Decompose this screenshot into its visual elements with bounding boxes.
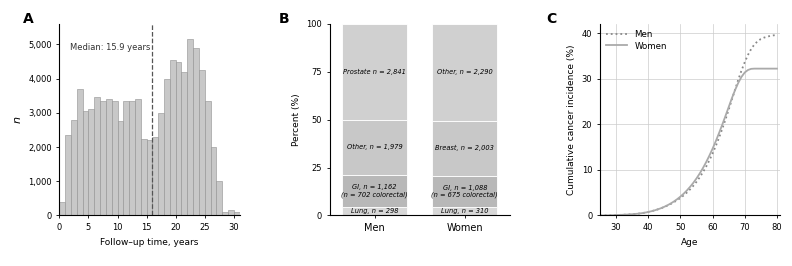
Men — [772, 33, 782, 36]
Bar — [234, 212, 239, 215]
Bar — [82, 111, 89, 215]
Text: A: A — [24, 13, 34, 26]
Men — [730, 88, 740, 91]
Y-axis label: n: n — [13, 116, 22, 123]
Bar — [112, 101, 117, 215]
Bar — [117, 121, 124, 215]
Bar — [152, 137, 158, 215]
Bar — [141, 139, 147, 215]
Text: GI, n = 1,162
(n = 702 colorectal): GI, n = 1,162 (n = 702 colorectal) — [341, 184, 408, 198]
Men — [705, 159, 714, 162]
Bar — [342, 120, 407, 175]
Bar — [181, 72, 187, 215]
Bar — [135, 99, 141, 215]
Men — [599, 214, 608, 217]
Y-axis label: Cumulative cancer incidence (%): Cumulative cancer incidence (%) — [567, 44, 576, 195]
Text: C: C — [546, 13, 556, 26]
Bar — [204, 101, 211, 215]
Women — [660, 205, 669, 208]
Bar — [100, 101, 106, 215]
Text: B: B — [280, 13, 290, 26]
Bar — [432, 176, 497, 207]
Bar — [65, 135, 71, 215]
Women — [711, 140, 721, 143]
Text: Median: 15.9 years: Median: 15.9 years — [70, 43, 150, 52]
Text: GI, n = 1,088
(n = 675 colorectal): GI, n = 1,088 (n = 675 colorectal) — [432, 185, 498, 198]
Bar — [432, 24, 497, 121]
Women — [599, 214, 608, 217]
Men — [660, 205, 669, 209]
Bar — [342, 207, 407, 215]
Bar — [59, 202, 65, 215]
Bar — [147, 140, 152, 215]
Text: Other, n = 2,290: Other, n = 2,290 — [437, 69, 493, 75]
Bar — [222, 212, 228, 215]
Bar — [432, 121, 497, 176]
Women — [730, 89, 740, 92]
Bar — [193, 48, 199, 215]
Men — [596, 214, 605, 217]
Men — [711, 144, 721, 148]
Bar — [228, 210, 234, 215]
Bar — [169, 60, 176, 215]
Bar — [77, 89, 82, 215]
Bar — [71, 120, 77, 215]
Bar — [187, 39, 193, 215]
Bar — [216, 181, 222, 215]
Women — [695, 172, 704, 175]
Legend: Men, Women: Men, Women — [604, 28, 668, 52]
Y-axis label: Percent (%): Percent (%) — [291, 93, 301, 146]
Bar — [342, 175, 407, 207]
Text: Prostate n = 2,841: Prostate n = 2,841 — [343, 69, 406, 75]
Bar — [158, 113, 164, 215]
Bar — [164, 79, 169, 215]
Bar — [199, 70, 204, 215]
Text: Lung, n = 310: Lung, n = 310 — [441, 208, 489, 214]
Bar — [342, 24, 407, 120]
Bar — [89, 109, 94, 215]
Bar — [176, 61, 181, 215]
Line: Women: Women — [600, 69, 777, 215]
Women — [596, 214, 605, 217]
Bar — [124, 101, 129, 215]
X-axis label: Age: Age — [681, 238, 699, 247]
Line: Men: Men — [600, 35, 777, 215]
Text: Breast, n = 2,003: Breast, n = 2,003 — [436, 146, 494, 151]
Men — [695, 176, 704, 179]
Text: Other, n = 1,979: Other, n = 1,979 — [347, 144, 402, 150]
Bar — [94, 97, 100, 215]
Bar — [129, 101, 135, 215]
Women — [772, 67, 782, 70]
X-axis label: Follow–up time, years: Follow–up time, years — [101, 238, 199, 247]
Text: Lung, n = 298: Lung, n = 298 — [351, 208, 398, 214]
Bar — [211, 147, 216, 215]
Bar — [106, 99, 112, 215]
Bar — [432, 207, 497, 215]
Women — [750, 67, 760, 70]
Women — [705, 154, 714, 157]
